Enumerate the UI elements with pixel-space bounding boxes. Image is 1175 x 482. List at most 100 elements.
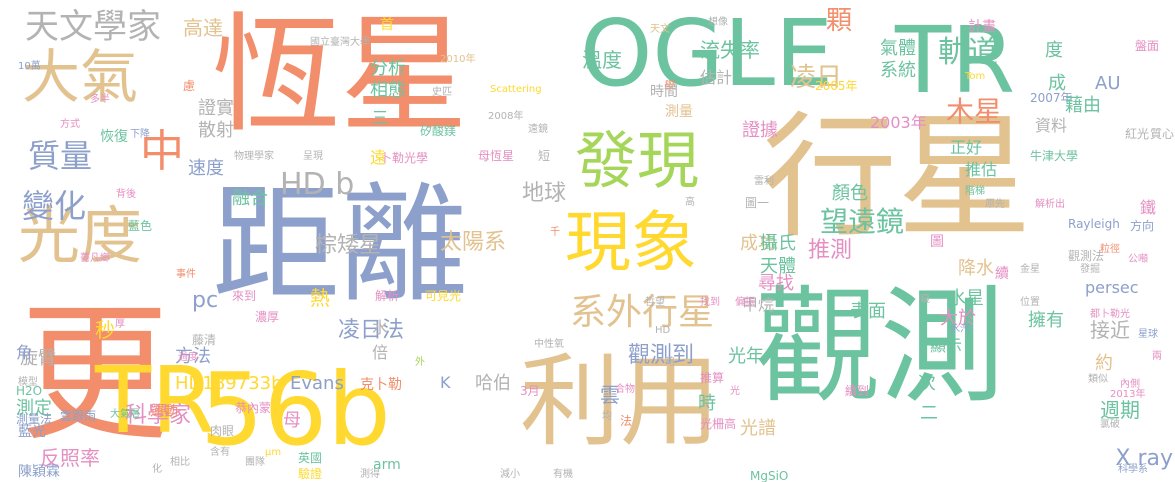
word-98: 反照率 [40, 446, 100, 470]
word-102: Rayleigh [1068, 217, 1120, 231]
word-150: 方式 [60, 119, 80, 130]
word-128: 有機 [553, 469, 573, 480]
word-6: 更 [20, 288, 171, 462]
word-51: 三 [372, 108, 389, 127]
word-124: 英國 [298, 451, 323, 465]
word-17: HD b [280, 167, 355, 202]
word-138: 測量法 [16, 412, 53, 426]
word-28: 系統 [880, 60, 916, 81]
word-163: 學 [664, 79, 677, 93]
word-37: 凌日法 [338, 318, 405, 343]
word-77: 擁有 [1028, 310, 1064, 331]
word-127: 減小 [500, 469, 520, 480]
word-162: 慮 [183, 79, 196, 93]
word-190: 法 [620, 414, 633, 428]
word-73: 尋找 [758, 273, 794, 294]
word-71: 攝氏 [760, 233, 796, 254]
word-135: 雲跟雨 [60, 409, 97, 423]
word-177: 千 [550, 227, 560, 238]
word-23: 望遠鏡 [820, 205, 905, 238]
word-70: 成功 [740, 233, 776, 254]
word-171: 圖一 [745, 196, 770, 210]
word-97: 測定 [16, 398, 52, 419]
word-113: 星球 [1138, 329, 1158, 340]
word-31: 流失率 [700, 38, 760, 62]
word-133: 化 [152, 464, 162, 475]
word-56: 2008年 [488, 111, 524, 122]
word-197: 兩 [1152, 351, 1162, 362]
word-47: 相態 [370, 80, 406, 101]
word-7: 56b [200, 351, 391, 468]
word-176: 階梯 [965, 186, 985, 197]
word-132: 相比 [170, 457, 190, 468]
word-173: 原先 [985, 199, 1005, 210]
word-184: 哲望 [645, 297, 665, 308]
word-103: 方向 [1130, 219, 1155, 233]
word-201: 模型 [18, 377, 38, 388]
word-9: TR [95, 347, 216, 454]
word-155: 呈現 [303, 151, 323, 162]
word-104: 牛津大學 [1030, 149, 1079, 163]
word-111: 都卜勒光 [1090, 309, 1130, 320]
word-158: 短 [538, 149, 551, 163]
word-134: µm [265, 447, 282, 458]
word-154: 物理學家 [234, 151, 274, 162]
word-72: 天體 [760, 256, 796, 277]
word-85: 光譜 [740, 418, 776, 439]
word-91: 水 [372, 318, 389, 337]
word-168: 質心 [1150, 127, 1175, 141]
word-159: 遠鏡 [528, 124, 548, 135]
word-54: 想像 [708, 17, 728, 28]
word-186: 中性氧 [534, 339, 564, 350]
word-80: 顯示 [930, 336, 963, 355]
word-136: 大氣層 [110, 409, 140, 420]
word-16: 系外行星 [570, 292, 715, 333]
word-189: 合物 [615, 384, 635, 395]
word-57: Scattering [490, 84, 542, 95]
word-65: 度 [1045, 40, 1063, 61]
word-2: TR [895, 7, 1016, 114]
word-130: 恭內蒙 [235, 401, 272, 415]
word-164: 時間 [650, 84, 678, 100]
word-63: 資料 [1035, 116, 1068, 135]
word-29: 高達 [183, 16, 223, 40]
word-199: 藤清 [192, 333, 217, 347]
word-74: 降水 [958, 258, 994, 279]
word-96: 角 [16, 343, 33, 362]
word-194: 光 [730, 386, 740, 397]
word-143: 藍色 [128, 219, 153, 233]
word-198: 濃厚 [255, 310, 280, 324]
word-129: MgSiO [750, 469, 789, 482]
word-53: 國立臺灣大學 [310, 37, 370, 48]
word-27: 計畫 [968, 19, 996, 35]
word-200: 過度 [178, 352, 198, 363]
word-46: 分析 [370, 58, 406, 79]
word-148: 下降 [130, 129, 150, 140]
word-187: 外 [415, 357, 425, 368]
word-41: Evans [290, 373, 344, 394]
word-38: 觀測到 [628, 343, 695, 368]
word-25: 顆 [826, 6, 853, 36]
word-14: 中 [140, 126, 184, 177]
word-20: 軌道 [938, 35, 998, 70]
word-79: 約 [1095, 353, 1113, 374]
word-119: 克卜勒 [360, 377, 402, 393]
word-108: 發掘 [1080, 264, 1100, 275]
word-90: 雲 [600, 383, 620, 407]
word-88: 哈伯 [475, 373, 511, 394]
word-193: 光柵高 [700, 417, 737, 431]
word-69: 顏色 [832, 183, 868, 204]
word-68: 大於 [940, 308, 976, 329]
word-94: 熱 [310, 286, 330, 310]
word-40: HD189733b [175, 373, 283, 394]
word-87: 二 [920, 403, 938, 424]
word-105: 鐵 [1140, 198, 1157, 217]
word-170: 雷利 [754, 176, 774, 187]
word-66: 正好 [950, 138, 983, 157]
word-52: 首 [380, 17, 394, 33]
word-61: AU [1095, 73, 1121, 94]
word-141: 事件 [176, 269, 196, 280]
word-122: 肉眼 [210, 424, 235, 438]
word-62: 藉由 [1065, 95, 1101, 116]
